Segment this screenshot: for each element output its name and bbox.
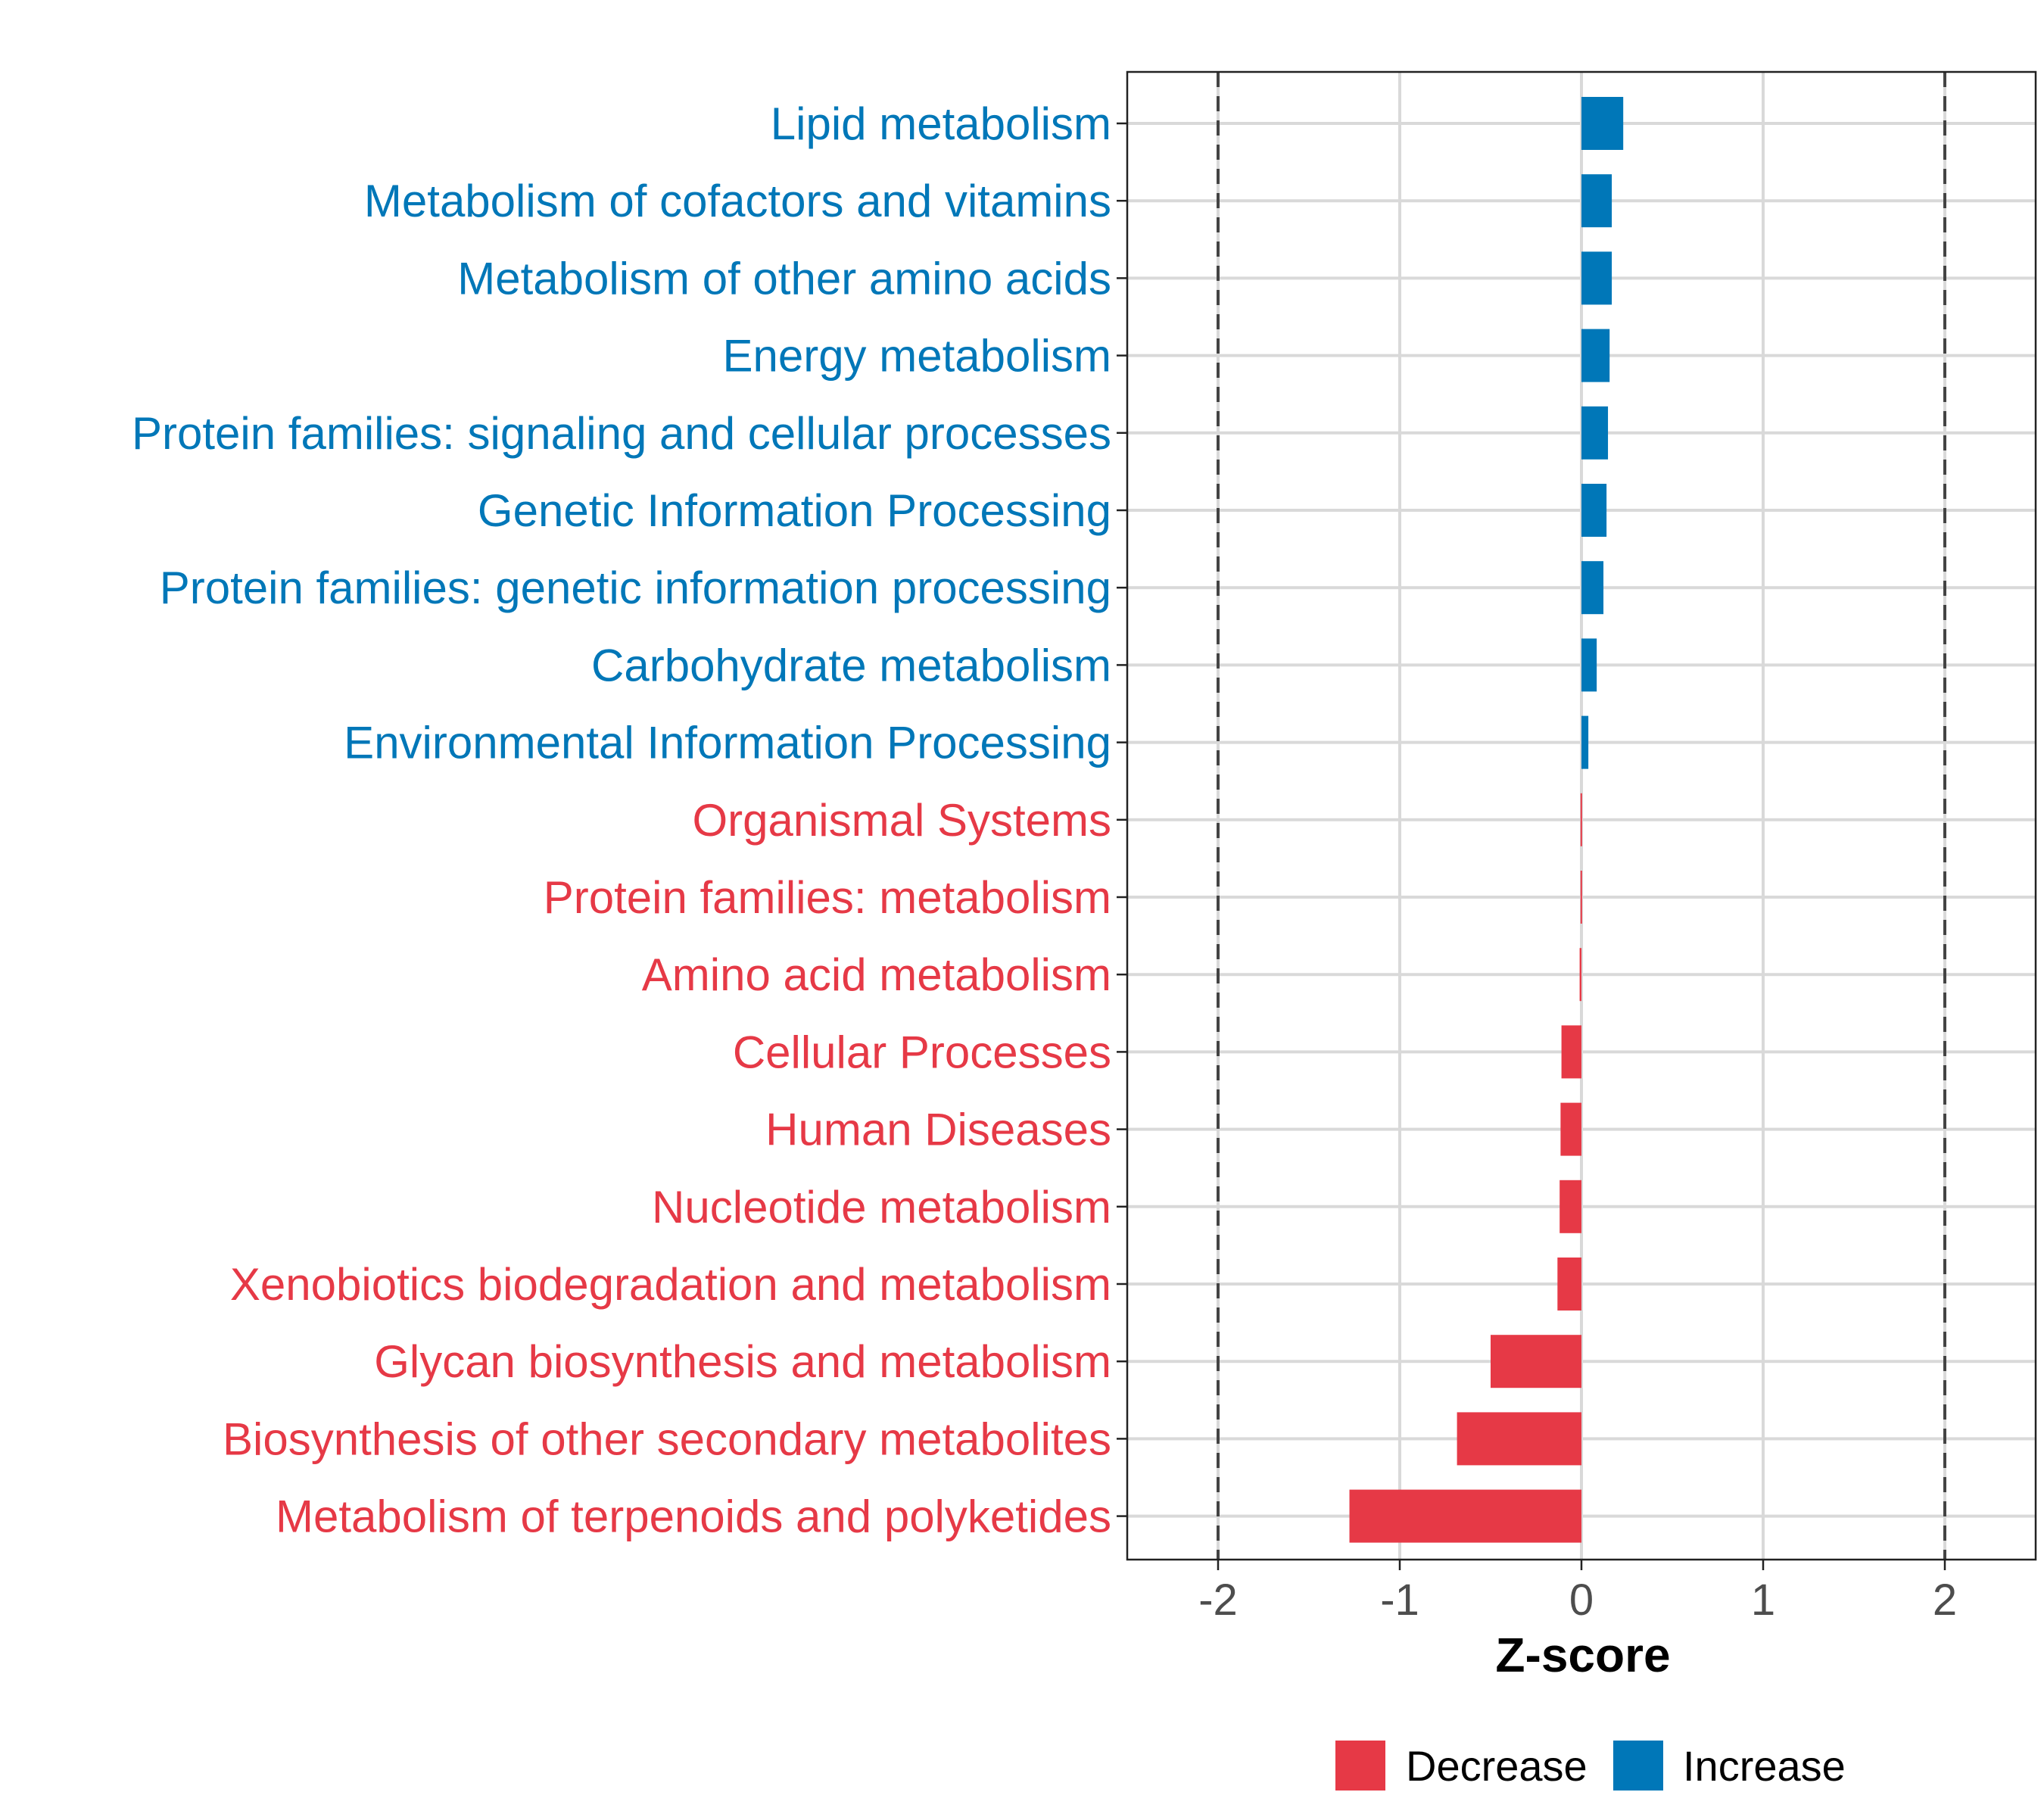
y-tick-label: Amino acid metabolism xyxy=(642,949,1111,1000)
bar xyxy=(1457,1412,1581,1466)
y-tick-label: Protein families: signaling and cellular… xyxy=(132,408,1111,459)
bar xyxy=(1581,97,1624,150)
bar xyxy=(1561,1025,1581,1079)
x-tick-label: -1 xyxy=(1380,1575,1419,1625)
y-axis-labels: Lipid metabolism Metabolism of cofactors … xyxy=(132,98,1127,1542)
x-tick-label: 2 xyxy=(1933,1575,1957,1625)
bar xyxy=(1581,251,1612,305)
bar xyxy=(1557,1258,1581,1311)
y-tick-label: Carbohydrate metabolism xyxy=(591,640,1111,690)
y-tick-label: Organismal Systems xyxy=(693,795,1111,846)
x-tick-label: 1 xyxy=(1751,1575,1775,1625)
legend-swatch-increase xyxy=(1613,1741,1663,1791)
y-tick-label: Metabolism of other amino acids xyxy=(457,253,1111,304)
y-tick-label: Lipid metabolism xyxy=(771,98,1111,149)
bar xyxy=(1580,793,1582,846)
y-tick-label: Cellular Processes xyxy=(733,1027,1111,1077)
bar xyxy=(1491,1335,1581,1388)
reference-lines xyxy=(1217,72,1946,1560)
bar xyxy=(1581,484,1607,537)
y-tick-label: Protein families: genetic information pr… xyxy=(160,563,1111,613)
legend: Decrease Increase xyxy=(1335,1741,1846,1791)
y-tick-label: Metabolism of cofactors and vitamins xyxy=(364,176,1111,226)
bar xyxy=(1581,329,1610,382)
bar xyxy=(1349,1489,1581,1543)
y-tick-label: Metabolism of terpenoids and polyketides xyxy=(276,1491,1111,1542)
bar xyxy=(1581,715,1589,769)
bar xyxy=(1581,406,1609,460)
x-tick-label: -2 xyxy=(1198,1575,1238,1625)
bar xyxy=(1581,561,1604,615)
bar xyxy=(1580,871,1582,924)
bar xyxy=(1560,1102,1581,1156)
y-tick-label: Genetic Information Processing xyxy=(478,485,1111,536)
y-tick-label: Human Diseases xyxy=(765,1105,1111,1155)
y-tick-label: Glycan biosynthesis and metabolism xyxy=(374,1336,1111,1387)
bar xyxy=(1559,1180,1581,1233)
bar xyxy=(1581,638,1597,692)
legend-label-increase: Increase xyxy=(1683,1742,1846,1790)
legend-swatch-decrease xyxy=(1335,1741,1385,1791)
y-tick-label: Energy metabolism xyxy=(722,331,1111,382)
x-axis-ticks: -2 -1 0 1 2 xyxy=(1198,1560,1957,1625)
y-tick-label: Nucleotide metabolism xyxy=(652,1182,1111,1233)
legend-label-decrease: Decrease xyxy=(1406,1742,1588,1790)
y-tick-label: Biosynthesis of other secondary metaboli… xyxy=(223,1413,1111,1464)
y-tick-label: Environmental Information Processing xyxy=(344,718,1111,768)
x-axis-title: Z-score xyxy=(1495,1628,1670,1682)
y-tick-label: Protein families: metabolism xyxy=(544,872,1111,923)
bars xyxy=(1349,97,1624,1543)
bar xyxy=(1579,948,1581,1002)
y-tick-label: Xenobiotics biodegradation and metabolis… xyxy=(230,1259,1111,1310)
bar xyxy=(1581,174,1612,228)
x-tick-label: 0 xyxy=(1569,1575,1594,1625)
